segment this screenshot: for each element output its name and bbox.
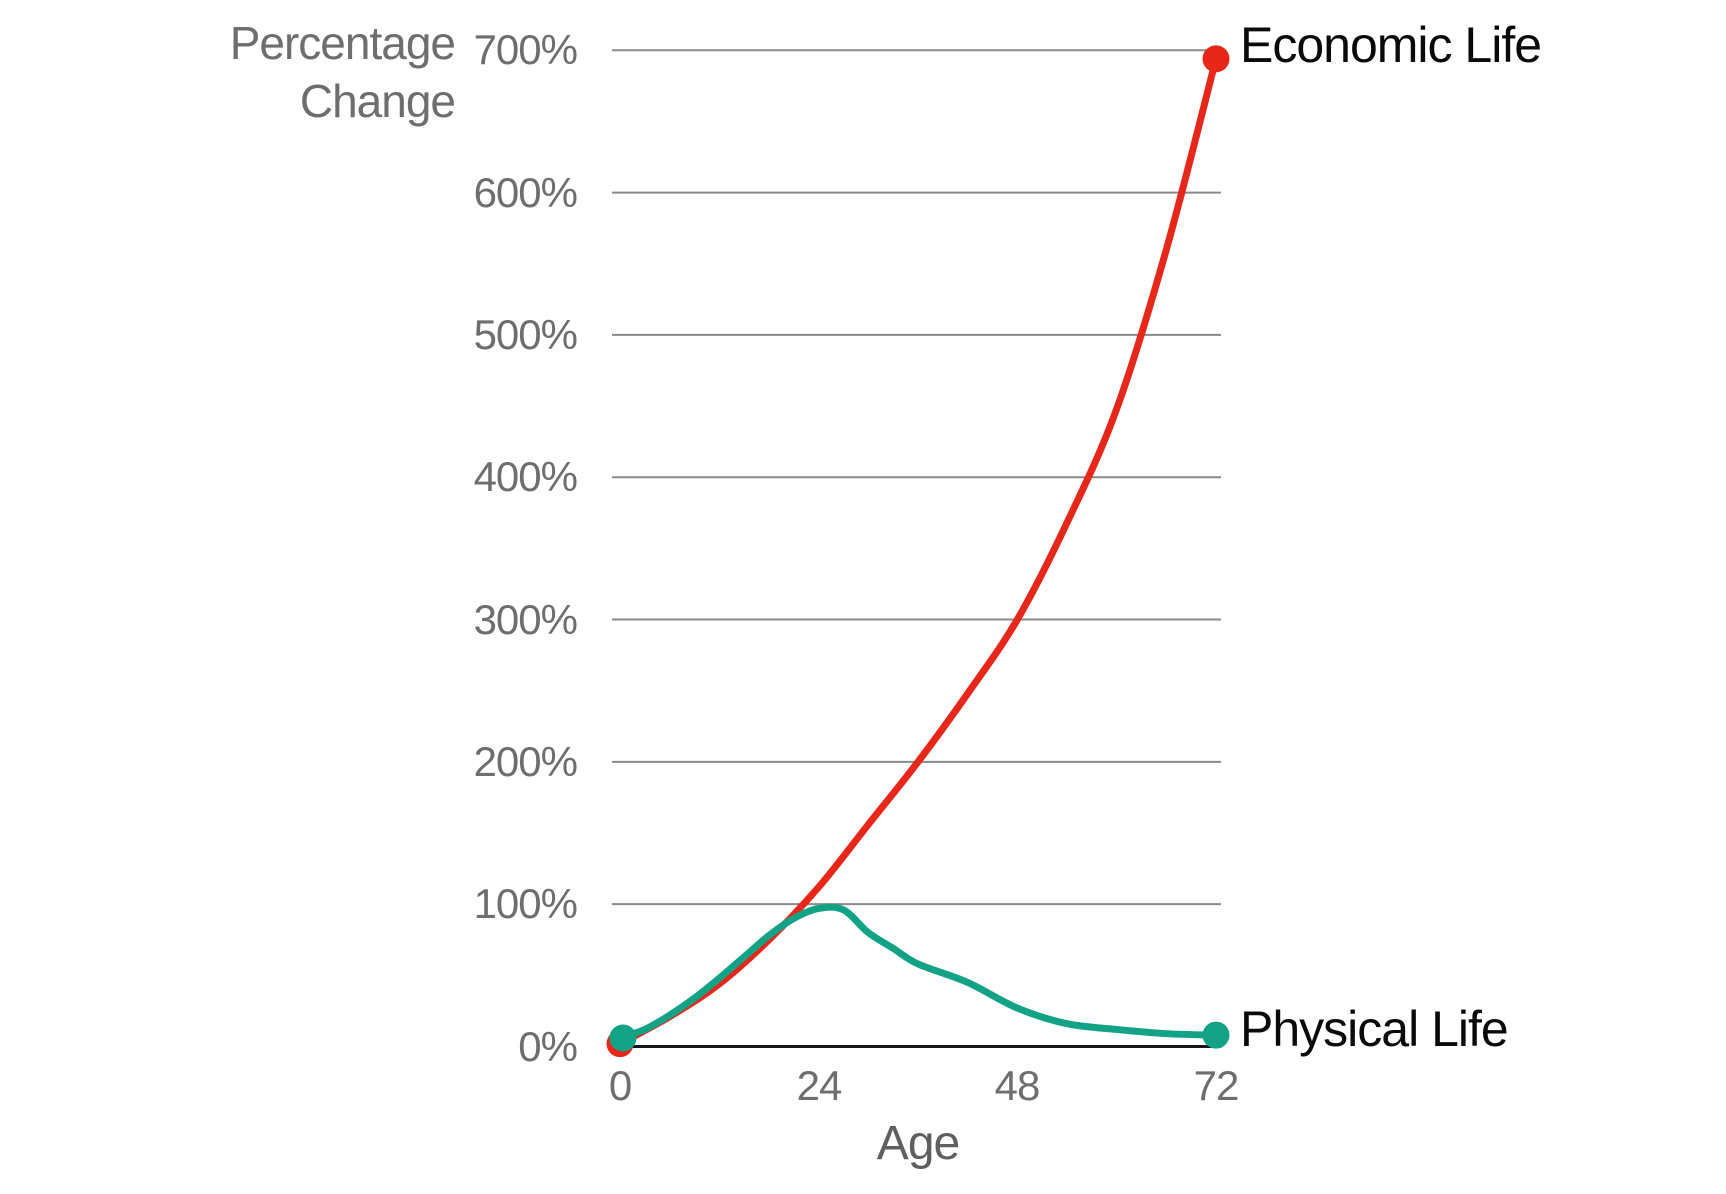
y-tick-100: 100%: [473, 880, 578, 927]
series-label-physical-life: Physical Life: [1240, 1001, 1509, 1057]
x-tick-72: 72: [1193, 1062, 1240, 1109]
y-tick-400: 400%: [473, 453, 578, 500]
y-axis-title-line1: Percentage: [229, 17, 456, 69]
x-tick-0: 0: [608, 1062, 632, 1109]
economic-life-curve: [616, 55, 1220, 1048]
series-label-economic-life: Economic Life: [1240, 17, 1542, 73]
y-tick-300: 300%: [473, 596, 578, 643]
physical-life-curve: [616, 903, 1220, 1042]
y-axis-title: Percentage Change: [155, 14, 456, 130]
y-axis-title-line2: Change: [299, 75, 456, 127]
y-tick-700: 700%: [473, 26, 578, 73]
y-tick-200: 200%: [473, 738, 578, 785]
x-axis-title: Age: [876, 1117, 960, 1170]
physical-life-end-dot: [1202, 1021, 1230, 1049]
x-tick-24: 24: [796, 1062, 843, 1109]
y-tick-600: 600%: [473, 169, 578, 216]
y-tick-0: 0%: [518, 1023, 578, 1070]
x-tick-48: 48: [994, 1062, 1041, 1109]
physical-life-start-dot: [609, 1024, 637, 1052]
economic-life-end-dot: [1202, 45, 1230, 73]
y-tick-500: 500%: [473, 311, 578, 358]
